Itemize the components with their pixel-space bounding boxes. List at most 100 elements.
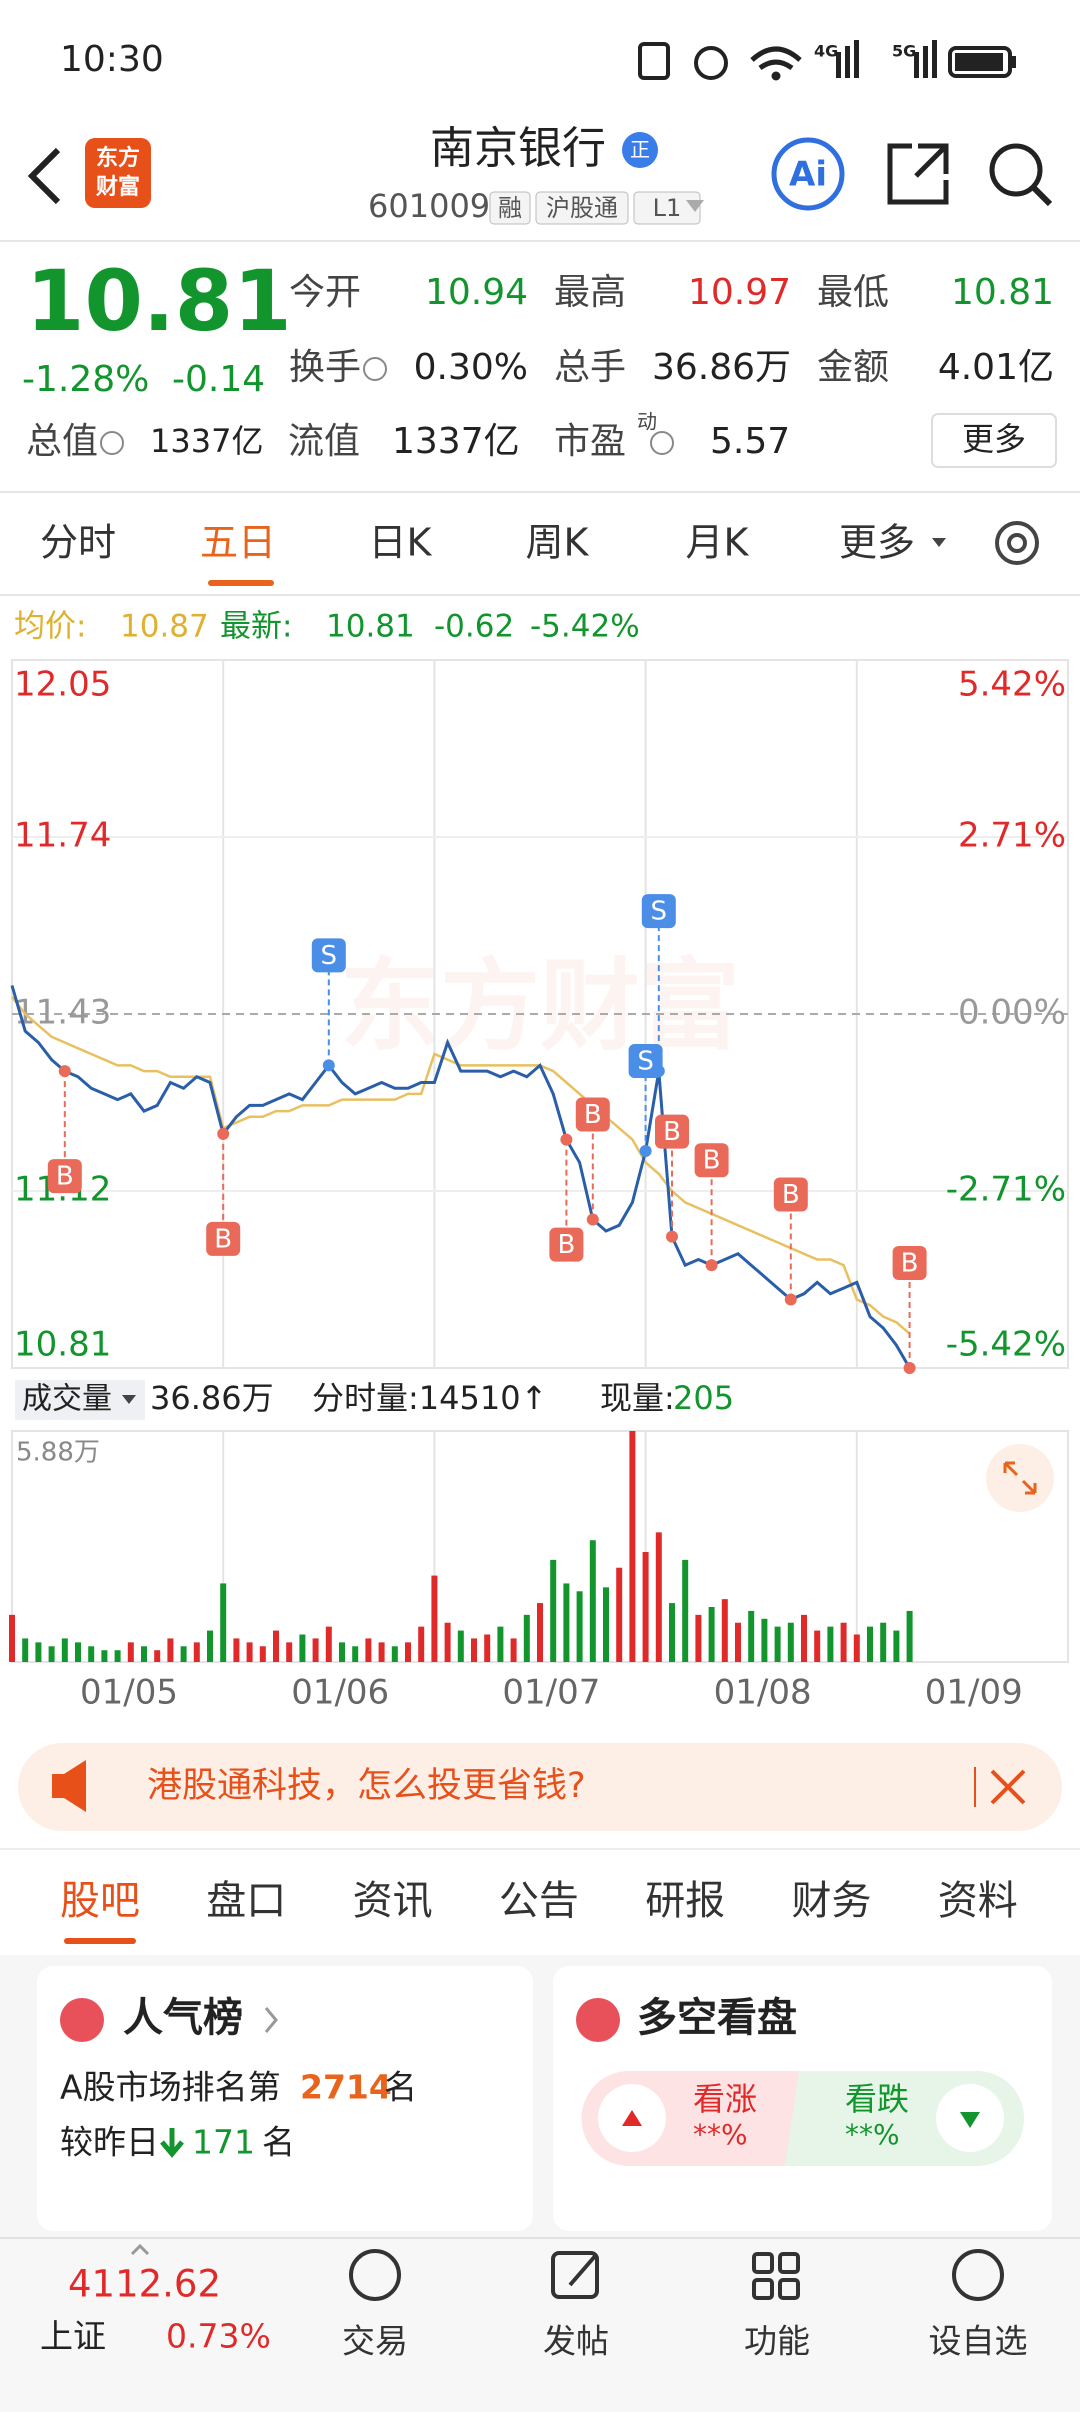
index-value[interactable]: 4112.62	[68, 2263, 221, 2306]
dropdown	[122, 1395, 136, 1404]
vote-title: 多空看盘	[637, 1995, 797, 2041]
banner[interactable]	[18, 1743, 1062, 1831]
latest-change: -0.62	[434, 609, 514, 645]
more-button[interactable]	[931, 413, 1057, 468]
volume-bar	[853, 1634, 860, 1662]
pct-label: 0.00%	[958, 993, 1066, 1033]
nav-items: 交易 发帖 功能 设自选	[342, 2322, 1028, 2361]
rank-change: 171	[192, 2123, 255, 2162]
info-icon	[363, 357, 387, 381]
volume-bar	[418, 1626, 425, 1662]
stock-title: 南京银行	[430, 123, 606, 174]
sub-tab[interactable]: 资讯	[353, 1878, 433, 1924]
sub-tab[interactable]: 公告	[499, 1878, 579, 1924]
volume-bar	[867, 1626, 873, 1662]
trade-label: B	[703, 1146, 721, 1176]
y-tick-label: 11.43	[14, 993, 111, 1033]
latest-value: 10.81	[326, 609, 415, 645]
nav-item[interactable]: 设自选	[929, 2322, 1028, 2361]
dropdown[interactable]	[686, 200, 704, 212]
rank-suffix: 名	[384, 2068, 417, 2107]
volume-bar	[537, 1603, 543, 1662]
volume-max-label: 5.88万	[16, 1438, 100, 1468]
trade-label: B	[214, 1224, 232, 1254]
sub-tab[interactable]: 股吧	[60, 1878, 140, 1924]
volume-bar	[576, 1591, 583, 1662]
trade-label: B	[782, 1180, 800, 1210]
volume-chart: 5.88万 01/05 01/06 01/07 01/08 01/09	[9, 1430, 1069, 1713]
current-volume: 205	[673, 1379, 734, 1417]
volume-bar	[655, 1532, 662, 1662]
sub-tab[interactable]: 盘口	[206, 1878, 286, 1924]
status-icons	[638, 40, 1016, 81]
more-text: 更多	[962, 420, 1026, 458]
volume-bar	[457, 1630, 464, 1662]
x-tick-label: 01/09	[925, 1673, 1023, 1713]
tag-box	[489, 191, 531, 225]
ai-text: Ai	[789, 155, 827, 195]
avg-line	[11, 996, 911, 1335]
field-label: 流值	[288, 421, 360, 462]
rank-prefix: A股市场排名第	[60, 2068, 281, 2107]
nav-item[interactable]: 交易	[342, 2322, 408, 2361]
tab[interactable]: 五日	[200, 521, 276, 565]
tab[interactable]: 更多	[839, 521, 915, 565]
tab[interactable]: 月K	[686, 521, 750, 565]
ai-button[interactable]	[771, 137, 845, 211]
rank-card[interactable]	[37, 1966, 533, 2231]
rank-value: 2714	[300, 2068, 392, 2107]
chevron	[264, 2007, 278, 2033]
tab[interactable]: 分时	[40, 521, 116, 565]
chart-tabs: 分时 五日 日K 周K 月K 更多	[40, 521, 946, 586]
volume-bar	[787, 1622, 794, 1662]
volume-bar	[180, 1646, 187, 1662]
volume-bar	[48, 1646, 55, 1662]
y-tick-label: 12.05	[14, 665, 111, 705]
expand-arrow[interactable]	[130, 2243, 150, 2256]
volume-bar	[352, 1646, 359, 1662]
close-button[interactable]	[990, 1769, 1026, 1805]
volume-selector[interactable]	[15, 1380, 145, 1420]
volume-bar	[603, 1587, 609, 1662]
trade-badge	[655, 1114, 689, 1149]
expand-button[interactable]	[986, 1444, 1054, 1512]
tab[interactable]: 日K	[369, 521, 433, 565]
sub-tab[interactable]: 资料	[938, 1878, 1018, 1924]
volume-bar	[22, 1638, 29, 1662]
search-button[interactable]	[989, 143, 1053, 207]
volume-bar	[444, 1622, 451, 1662]
volume-bar	[642, 1552, 649, 1662]
volume-bar	[563, 1583, 570, 1662]
logo-text: 东方	[96, 145, 140, 171]
volume-bar	[523, 1614, 530, 1662]
sub-tab[interactable]: 财务	[792, 1878, 872, 1924]
trade-point	[903, 1362, 916, 1374]
nav-item[interactable]: 功能	[744, 2322, 810, 2361]
volume-bar	[589, 1540, 596, 1662]
latest-change-pct: -5.42%	[530, 609, 640, 645]
volume-bar	[339, 1642, 345, 1662]
sub-tab[interactable]: 研报	[645, 1878, 725, 1924]
volume-bar	[735, 1622, 741, 1662]
change: -0.14	[172, 359, 265, 400]
back-button[interactable]	[27, 147, 61, 205]
y-tick-label: 10.81	[14, 1325, 111, 1365]
banner-text: 港股通科技，怎么投更省钱?	[147, 1766, 586, 1806]
up-value: **%	[693, 2118, 748, 2151]
volume-bar	[550, 1559, 557, 1662]
share-button[interactable]	[887, 143, 949, 205]
trade-label: B	[557, 1230, 575, 1260]
volume-bar	[154, 1650, 161, 1662]
sub-tab-underline	[64, 1938, 136, 1944]
trade-badge	[47, 1159, 82, 1194]
volume-bar	[61, 1638, 68, 1662]
volume-bar	[141, 1646, 147, 1662]
nav-item[interactable]: 发帖	[543, 2322, 609, 2361]
tab[interactable]: 周K	[526, 521, 590, 565]
settings-button[interactable]	[995, 521, 1039, 565]
tag: 融	[498, 194, 522, 222]
trade-point	[639, 1145, 652, 1158]
trade-point	[58, 1065, 71, 1078]
